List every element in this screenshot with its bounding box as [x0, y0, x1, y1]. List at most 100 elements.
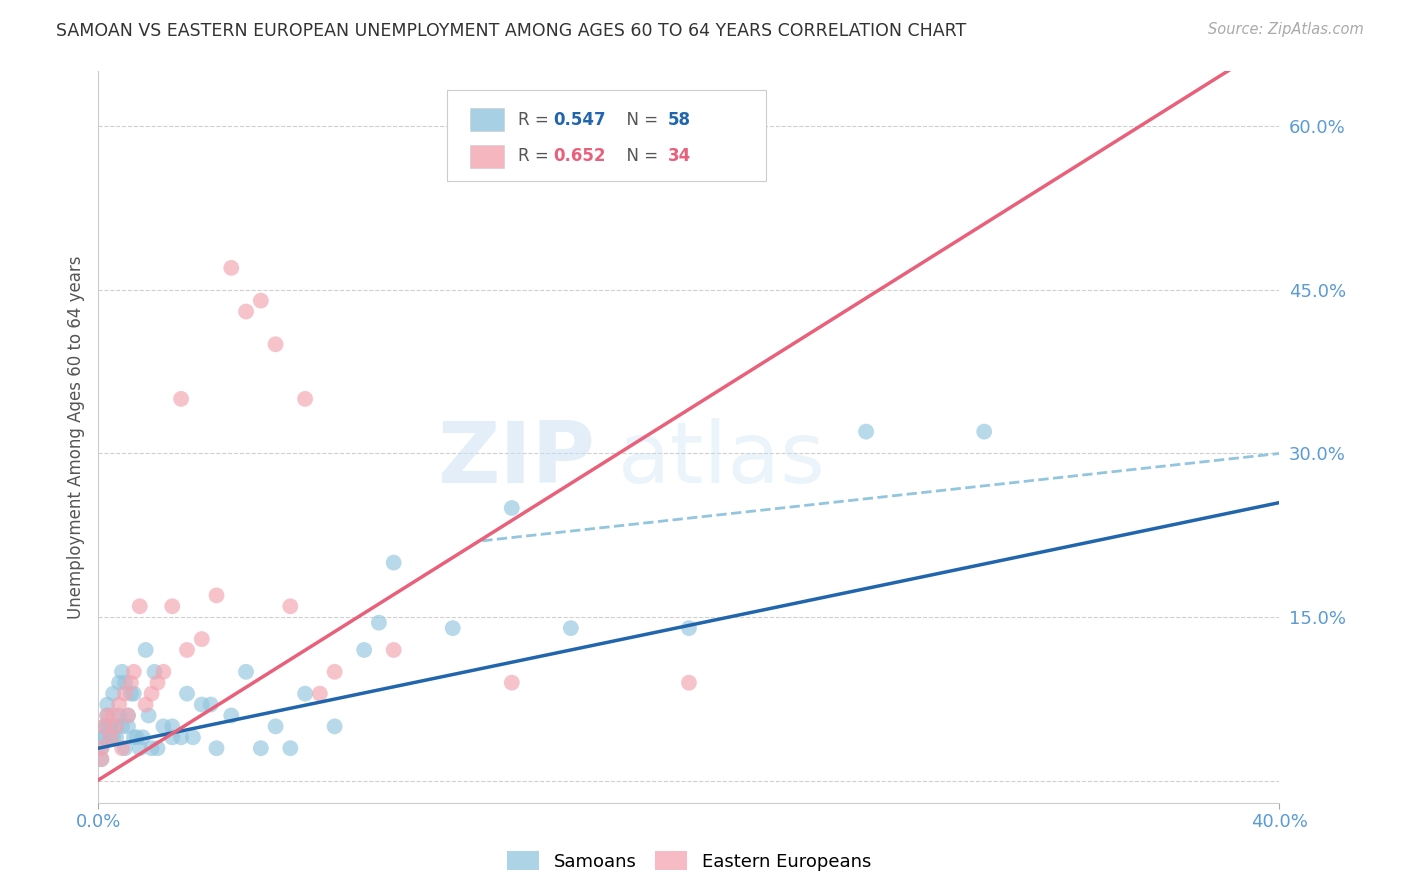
- Point: [103, 731, 125, 745]
- Point: [103, 687, 125, 701]
- Point: [176, 643, 198, 657]
- Point: [382, 556, 405, 570]
- Point: [122, 665, 145, 679]
- FancyBboxPatch shape: [471, 108, 503, 131]
- Point: [250, 293, 273, 308]
- Point: [90, 752, 112, 766]
- Point: [117, 708, 139, 723]
- Point: [560, 621, 582, 635]
- Point: [501, 675, 523, 690]
- Point: [114, 687, 136, 701]
- Point: [90, 752, 112, 766]
- Text: 58: 58: [668, 111, 690, 128]
- Point: [108, 708, 131, 723]
- FancyBboxPatch shape: [447, 90, 766, 181]
- Text: atlas: atlas: [619, 417, 827, 500]
- Point: [235, 304, 257, 318]
- Point: [111, 741, 134, 756]
- Point: [128, 741, 150, 756]
- Point: [146, 675, 169, 690]
- Point: [103, 708, 125, 723]
- Point: [264, 337, 287, 351]
- Text: N =: N =: [616, 147, 664, 165]
- Point: [93, 731, 115, 745]
- Point: [170, 731, 193, 745]
- Point: [93, 719, 115, 733]
- Point: [125, 731, 148, 745]
- Point: [200, 698, 222, 712]
- Point: [323, 665, 346, 679]
- Point: [678, 675, 700, 690]
- Point: [219, 708, 242, 723]
- Point: [264, 719, 287, 733]
- Point: [117, 708, 139, 723]
- Text: R =: R =: [517, 111, 554, 128]
- Legend: Samoans, Eastern Europeans: Samoans, Eastern Europeans: [499, 844, 879, 878]
- Point: [441, 621, 464, 635]
- Point: [90, 741, 112, 756]
- Point: [122, 687, 145, 701]
- Point: [219, 260, 242, 275]
- Text: R =: R =: [517, 147, 554, 165]
- Point: [96, 708, 118, 723]
- Point: [90, 741, 112, 756]
- Point: [114, 741, 136, 756]
- Point: [108, 675, 131, 690]
- Point: [278, 599, 302, 614]
- Point: [191, 632, 214, 646]
- Point: [96, 719, 118, 733]
- Point: [141, 741, 163, 756]
- Point: [152, 719, 174, 733]
- Point: [294, 392, 316, 406]
- Point: [105, 719, 128, 733]
- Point: [191, 698, 214, 712]
- Point: [309, 687, 332, 701]
- Point: [117, 719, 139, 733]
- Point: [141, 687, 163, 701]
- Text: N =: N =: [616, 111, 664, 128]
- Point: [152, 665, 174, 679]
- Point: [93, 731, 115, 745]
- Point: [294, 687, 316, 701]
- Point: [143, 665, 166, 679]
- Point: [96, 708, 118, 723]
- Point: [205, 741, 228, 756]
- Point: [855, 425, 877, 439]
- Point: [135, 698, 157, 712]
- Point: [122, 731, 145, 745]
- Point: [368, 615, 391, 630]
- Point: [120, 687, 142, 701]
- Point: [146, 741, 169, 756]
- Text: 34: 34: [668, 147, 690, 165]
- Point: [170, 392, 193, 406]
- Point: [162, 599, 183, 614]
- Y-axis label: Unemployment Among Ages 60 to 64 years: Unemployment Among Ages 60 to 64 years: [66, 255, 84, 619]
- Point: [205, 588, 228, 602]
- Point: [382, 643, 405, 657]
- Point: [323, 719, 346, 733]
- Point: [138, 708, 160, 723]
- Text: SAMOAN VS EASTERN EUROPEAN UNEMPLOYMENT AMONG AGES 60 TO 64 YEARS CORRELATION CH: SAMOAN VS EASTERN EUROPEAN UNEMPLOYMENT …: [56, 22, 966, 40]
- Point: [162, 719, 183, 733]
- Point: [111, 665, 134, 679]
- Text: 0.652: 0.652: [553, 147, 606, 165]
- Point: [501, 501, 523, 516]
- Point: [162, 731, 183, 745]
- Text: ZIP: ZIP: [437, 417, 595, 500]
- Text: Source: ZipAtlas.com: Source: ZipAtlas.com: [1208, 22, 1364, 37]
- Point: [120, 675, 142, 690]
- Point: [96, 698, 118, 712]
- Point: [93, 719, 115, 733]
- Point: [111, 719, 134, 733]
- Point: [250, 741, 273, 756]
- Point: [135, 643, 157, 657]
- Text: 0.547: 0.547: [553, 111, 606, 128]
- FancyBboxPatch shape: [471, 145, 503, 168]
- Point: [176, 687, 198, 701]
- Point: [105, 731, 128, 745]
- Point: [105, 719, 128, 733]
- Point: [278, 741, 302, 756]
- Point: [98, 731, 121, 745]
- Point: [235, 665, 257, 679]
- Point: [678, 621, 700, 635]
